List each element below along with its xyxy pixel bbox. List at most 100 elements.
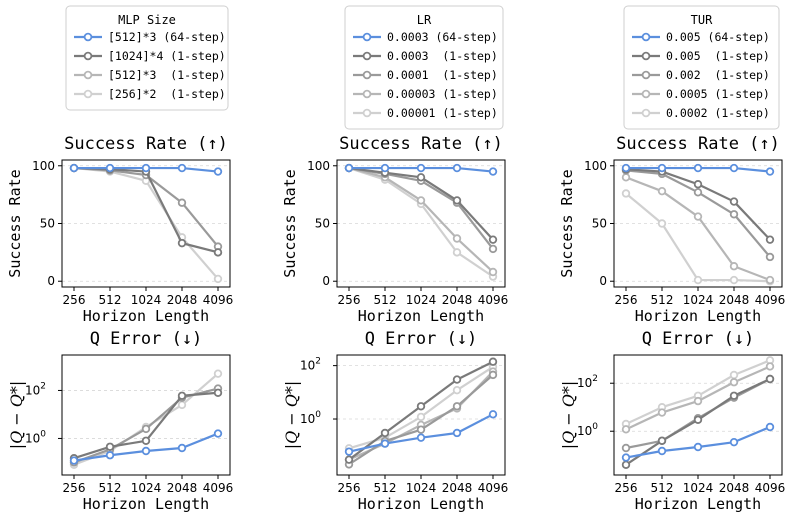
data-point	[729, 437, 739, 447]
legend-entry: 0.002 (1-step)	[666, 68, 770, 82]
legend-entry: [1024]*4 (1-step)	[108, 49, 226, 63]
data-point	[488, 235, 498, 244]
data-point	[657, 219, 667, 228]
data-point	[344, 163, 354, 173]
x-tick-label: 256	[615, 293, 638, 307]
y-tick-label: 102	[25, 381, 46, 397]
data-point	[693, 442, 703, 452]
x-tick-label: 1024	[406, 481, 437, 495]
x-axis-label: Horizon Length	[358, 307, 484, 325]
legend-marker	[641, 51, 651, 61]
x-tick-label: 1024	[683, 293, 714, 307]
legend-tur: TUR 0.005 (64-step) 0.005 (1-step) 0.002 (1…	[623, 5, 780, 130]
x-tick-label: 1024	[406, 293, 437, 307]
data-point	[452, 402, 462, 411]
y-tick-label: 50	[40, 217, 55, 231]
legend-entry: 0.0005 (1-step)	[666, 87, 770, 101]
x-tick-label: 512	[99, 481, 122, 495]
data-point	[141, 163, 151, 173]
data-point	[488, 244, 498, 254]
x-tick-label: 512	[651, 481, 674, 495]
data-point	[141, 436, 151, 445]
q-error-chart-tur: Q Error (↓) 100 102 256 512 1024 2048 4096Horiz…	[559, 329, 785, 513]
data-point	[657, 446, 667, 456]
data-point	[452, 196, 462, 205]
y-tick-label: 0	[47, 274, 55, 288]
data-point	[416, 402, 426, 411]
data-point	[416, 433, 426, 442]
legend-entry: [256]*2 (1-step)	[108, 87, 226, 101]
x-tick-label: 4096	[755, 481, 786, 495]
legend-entry: 0.005 (64-step)	[666, 30, 770, 44]
axes-frame	[336, 159, 506, 288]
legend-title: TUR	[691, 13, 713, 27]
chart-title: Q Error (↓)	[365, 329, 478, 349]
data-point	[621, 425, 631, 434]
data-point	[69, 163, 79, 173]
x-axis-label: Horizon Length	[635, 307, 761, 325]
data-point	[693, 415, 703, 424]
series-line	[625, 168, 771, 241]
data-point	[141, 424, 151, 434]
data-point	[488, 410, 498, 419]
data-point	[488, 167, 498, 176]
data-point	[765, 422, 775, 432]
y-axis-label: Success Rate	[558, 169, 576, 277]
data-point	[693, 180, 703, 189]
data-point	[765, 275, 775, 285]
x-tick-label: 2048	[719, 481, 750, 495]
x-axis-label: Horizon Length	[83, 307, 209, 325]
legend-entry: [512]*3 (1-step)	[108, 68, 226, 82]
data-point	[765, 362, 775, 371]
data-point	[729, 378, 739, 387]
legend-marker	[362, 89, 372, 99]
x-tick-label: 256	[63, 293, 86, 307]
data-point	[380, 428, 390, 438]
x-tick-label: 512	[374, 481, 397, 495]
data-point	[344, 455, 354, 464]
data-point	[729, 391, 739, 400]
y-tick-label: 0	[599, 274, 607, 288]
y-axis-label: Success Rate	[281, 169, 299, 277]
data-point	[416, 196, 426, 205]
axes-frame	[336, 354, 506, 476]
data-point	[657, 186, 667, 196]
legend-marker	[641, 108, 651, 118]
legend-marker	[83, 70, 93, 80]
y-axis-label: Success Rate	[6, 169, 24, 277]
data-point	[141, 446, 151, 456]
x-tick-label: 256	[63, 481, 86, 495]
data-point	[105, 451, 115, 460]
legend-entry: [512]*3 (64-step)	[108, 30, 226, 44]
data-point	[621, 453, 631, 462]
series-line	[348, 360, 494, 461]
data-point	[693, 163, 703, 173]
data-point	[213, 274, 223, 284]
data-point	[657, 408, 667, 417]
y-tick-label: 0	[322, 274, 330, 288]
data-point	[765, 167, 775, 176]
y-axis-label: |Q − Q*|	[7, 381, 26, 450]
data-point	[488, 357, 498, 366]
data-point	[488, 370, 498, 380]
data-point	[177, 238, 187, 248]
data-point	[452, 428, 462, 438]
data-point	[729, 197, 739, 206]
x-tick-label: 1024	[131, 481, 162, 495]
x-tick-label: 2048	[719, 293, 750, 307]
legend-box	[344, 5, 504, 130]
data-point	[729, 262, 739, 271]
chart-title: Success Rate (↑)	[339, 134, 503, 154]
data-point	[621, 163, 631, 173]
data-point	[213, 429, 223, 438]
data-point	[452, 163, 462, 173]
data-point	[729, 370, 739, 380]
axes-frame	[613, 159, 783, 288]
legend-marker	[362, 70, 372, 80]
data-point	[213, 369, 223, 378]
data-point	[452, 386, 462, 395]
y-axis-label: |Q − Q*|	[559, 381, 578, 450]
x-tick-label: 2048	[167, 481, 198, 495]
chart-title: Success Rate (↑)	[616, 134, 780, 154]
